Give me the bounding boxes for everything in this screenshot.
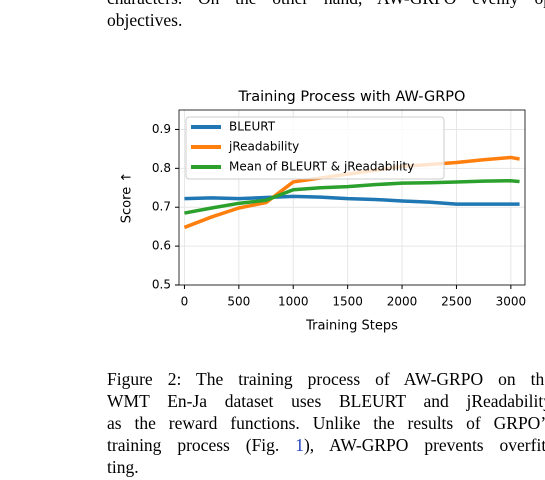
x-tick-label: 2000	[387, 295, 418, 309]
x-tick-label: 2500	[441, 295, 472, 309]
x-tick-label: 0	[181, 295, 189, 309]
series-line	[184, 179, 520, 215]
x-tick-label: 3000	[496, 295, 527, 309]
chart: Training Process with AW-GRPO 0.5 0.6 0.7 0.…	[120, 89, 527, 334]
axes-frame	[178, 109, 526, 286]
caption-line: as the reward functions. Unlike the resu…	[107, 413, 545, 433]
body-text: objectives.	[107, 10, 183, 30]
x-tick-label: 500	[227, 295, 250, 309]
caption-text: ), AW-GRPO prevents overfit-	[303, 435, 545, 455]
x-tick-label: 1500	[332, 295, 363, 309]
legend-label: jReadability	[228, 140, 299, 154]
caption-line: training process (Fig. 1), AW-GRPO preve…	[107, 435, 545, 455]
caption-line: WMT En-Ja dataset uses BLEURT and jReada…	[107, 391, 545, 411]
y-axis-label: Score ↑	[120, 172, 135, 223]
series-line	[184, 194, 520, 206]
y-tick-label: 0.6	[152, 239, 171, 253]
caption-line: Figure 2: The training process of AW-GRP…	[107, 369, 545, 389]
y-tick-label: 0.5	[152, 278, 171, 292]
body-text: characters. On the other hand, AW-GRPO e…	[107, 0, 545, 8]
legend-box	[185, 116, 445, 180]
legend-label: BLEURT	[229, 120, 276, 134]
figure-link[interactable]: 1	[295, 435, 304, 455]
legend-label: Mean of BLEURT & jReadability	[229, 160, 414, 174]
y-tick-label: 0.7	[152, 200, 171, 214]
y-tick-label: 0.8	[152, 161, 171, 175]
x-tick-label: 1000	[278, 295, 309, 309]
caption-line: ting.	[107, 457, 139, 477]
x-axis-label: Training Steps	[305, 319, 398, 334]
y-tick-label: 0.9	[152, 122, 171, 136]
chart-title: Training Process with AW-GRPO	[238, 89, 466, 105]
caption-text: training process (Fig.	[107, 435, 296, 455]
